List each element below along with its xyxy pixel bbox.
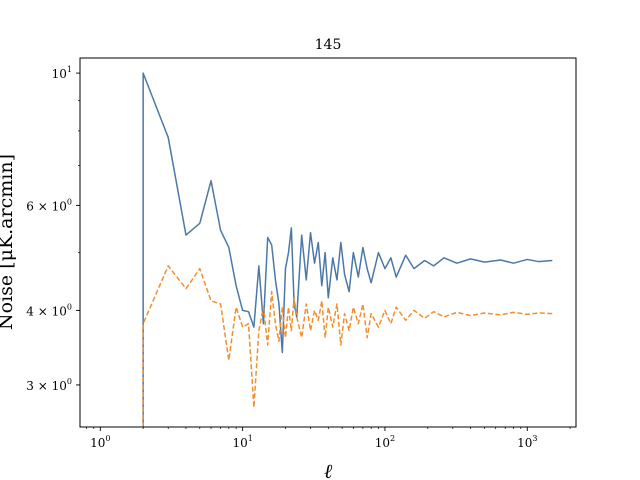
- x-tick-label: 101: [232, 434, 252, 450]
- series-layer: [142, 72, 553, 427]
- plot-frame: [79, 57, 577, 428]
- y-tick-label: 6 × 100: [26, 197, 72, 213]
- x-tick-label: 103: [517, 434, 537, 450]
- x-axis-label: ℓ: [324, 459, 333, 480]
- y-tick-label: 4 × 100: [26, 302, 72, 318]
- x-tick-label: 100: [90, 434, 110, 450]
- chart-title: 145: [315, 37, 342, 53]
- series-line-2: [142, 265, 553, 427]
- y-axis-ticks: 101 6 × 100 4 × 100 3 × 100: [26, 65, 80, 393]
- y-tick-label: 3 × 100: [26, 377, 72, 393]
- x-axis-ticks: 100 101 102 103: [86, 427, 571, 450]
- x-tick-label: 102: [375, 434, 395, 450]
- series-line-1: [142, 72, 553, 427]
- y-axis-label: Noise [μK.arcmin]: [0, 154, 17, 330]
- y-tick-label: 101: [52, 65, 72, 81]
